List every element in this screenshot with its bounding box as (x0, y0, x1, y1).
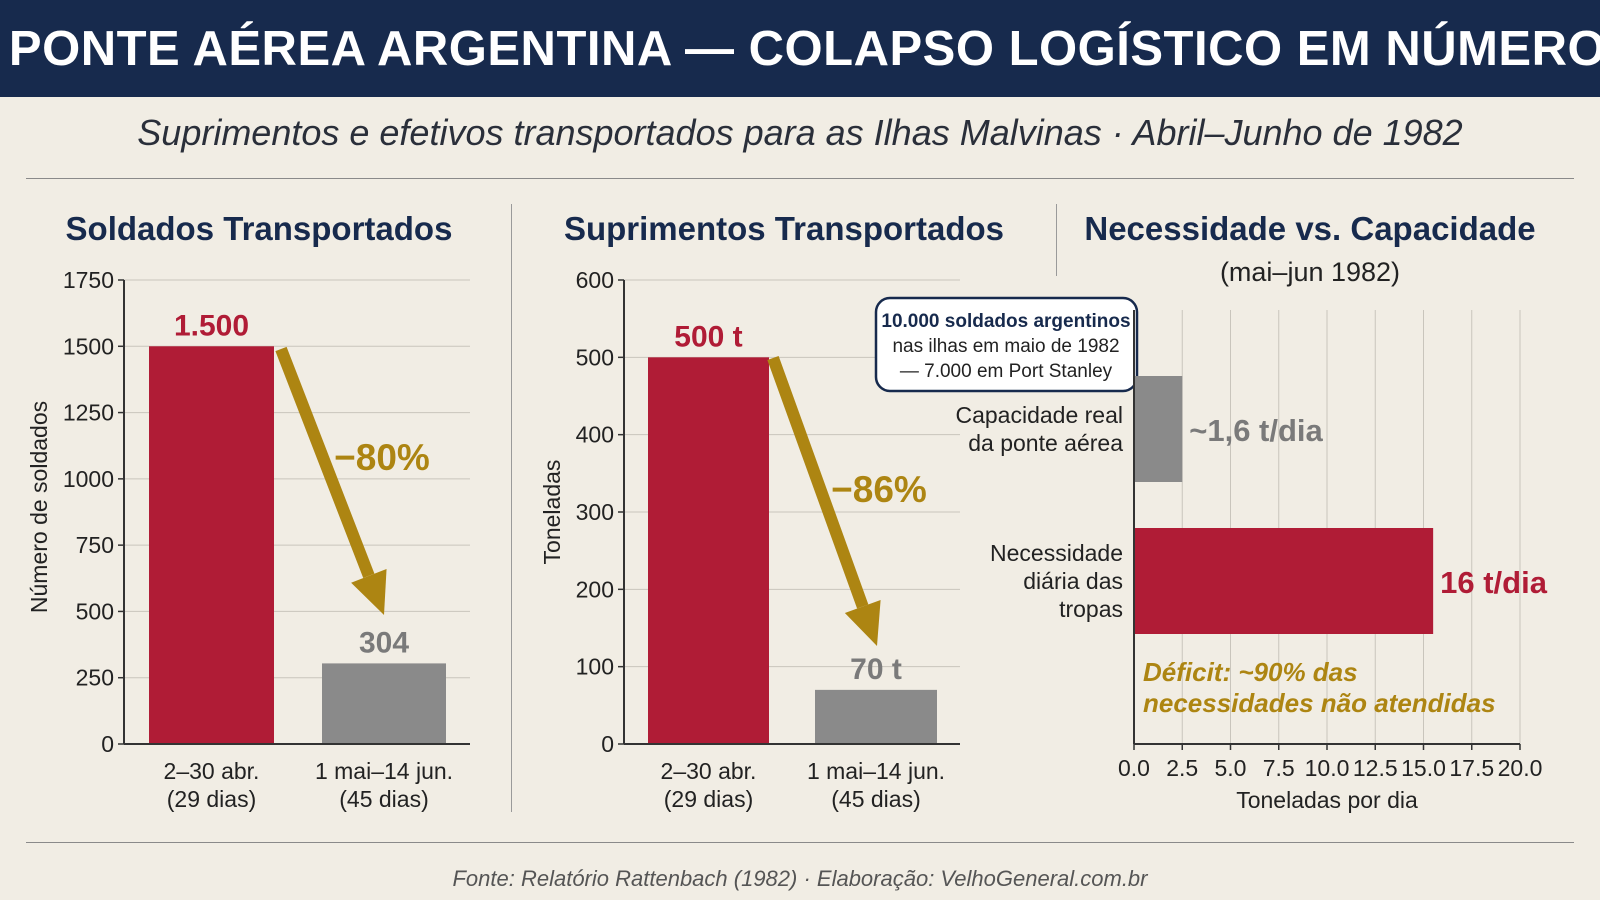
category-label: tropas (1059, 596, 1123, 622)
data-label: 70 t (850, 653, 902, 686)
y-tick-label: 300 (576, 499, 614, 525)
y-tick-label: 0 (101, 731, 114, 757)
trend-arrow-head (351, 568, 387, 615)
x-tick-label: 1 mai–14 jun. (807, 758, 945, 784)
x-tick-label: 0.0 (1118, 755, 1150, 781)
trend-arrow-shaft (767, 355, 869, 609)
bottom-divider (26, 842, 1574, 843)
y-tick-label: 1500 (63, 333, 114, 359)
x-tick-label: 10.0 (1305, 755, 1350, 781)
bar (815, 689, 937, 744)
x-tick-label: 1 mai–14 jun. (315, 758, 453, 784)
y-axis-title: Toneladas (539, 460, 565, 565)
x-tick-label: 2.5 (1166, 755, 1198, 781)
data-label: 16 t/dia (1440, 565, 1548, 600)
bar (648, 357, 769, 744)
x-tick-label: (29 dias) (167, 786, 256, 812)
x-axis-title: Toneladas por dia (1236, 787, 1418, 813)
x-tick-label: 20.0 (1498, 755, 1543, 781)
y-tick-label: 600 (576, 267, 614, 293)
x-tick-label: (45 dias) (339, 786, 428, 812)
data-label: 1.500 (174, 309, 249, 342)
panel-divider-2 (1056, 204, 1057, 276)
x-tick-label: 17.5 (1449, 755, 1494, 781)
bar (149, 346, 274, 744)
y-tick-label: 1000 (63, 466, 114, 492)
header-banner: A PONTE AÉREA ARGENTINA — COLAPSO LOGÍST… (0, 0, 1600, 97)
bar (1134, 376, 1183, 482)
trend-arrow-head (844, 600, 881, 646)
bar (322, 663, 446, 744)
percent-change-label: −80% (334, 437, 430, 478)
chart-subtitle: (mai–jun 1982) (1220, 257, 1400, 287)
y-tick-label: 100 (576, 654, 614, 680)
y-axis-title: Número de soldados (26, 401, 52, 613)
bar (1134, 528, 1434, 634)
y-tick-label: 200 (576, 576, 614, 602)
top-divider (26, 178, 1574, 179)
x-tick-label: 15.0 (1401, 755, 1446, 781)
percent-change-label: −86% (831, 469, 927, 510)
deficit-note: necessidades não atendidas (1143, 688, 1496, 718)
source-note: Fonte: Relatório Rattenbach (1982) · Ela… (452, 866, 1148, 891)
category-label: Capacidade real (955, 402, 1123, 428)
annotation-text: 10.000 soldados argentinos (881, 311, 1130, 332)
x-tick-label: 12.5 (1353, 755, 1398, 781)
y-tick-label: 250 (76, 665, 114, 691)
x-tick-label: 7.5 (1263, 755, 1295, 781)
chart-title: Necessidade vs. Capacidade (1084, 210, 1535, 247)
annotation-text: — 7.000 em Port Stanley (900, 361, 1113, 382)
x-tick-label: (45 dias) (831, 786, 920, 812)
annotation-text: nas ilhas em maio de 1982 (892, 336, 1119, 357)
category-label: diária das (1023, 568, 1123, 594)
data-label: 500 t (674, 320, 742, 353)
x-tick-label: 2–30 abr. (661, 758, 757, 784)
y-tick-label: 0 (601, 731, 614, 757)
y-tick-label: 750 (76, 532, 114, 558)
y-tick-label: 500 (576, 344, 614, 370)
y-tick-label: 1250 (63, 400, 114, 426)
trend-arrow-shaft (275, 346, 375, 579)
category-label: da ponte aérea (968, 430, 1123, 456)
chart-title: Suprimentos Transportados (564, 210, 1004, 247)
y-tick-label: 400 (576, 422, 614, 448)
page-subtitle: Suprimentos e efetivos transportados par… (137, 112, 1463, 153)
category-label: Necessidade (990, 540, 1123, 566)
panel-divider-1 (511, 204, 512, 812)
y-tick-label: 500 (76, 598, 114, 624)
deficit-note: Déficit: ~90% das (1143, 657, 1358, 687)
x-tick-label: 5.0 (1215, 755, 1247, 781)
data-label: 304 (359, 626, 409, 659)
x-tick-label: 2–30 abr. (164, 758, 260, 784)
x-tick-label: (29 dias) (664, 786, 753, 812)
chart-title: Soldados Transportados (66, 210, 453, 247)
annotation-box (874, 296, 1139, 393)
data-label: ~1,6 t/dia (1189, 413, 1323, 448)
page-title: A PONTE AÉREA ARGENTINA — COLAPSO LOGÍST… (0, 21, 1600, 76)
y-tick-label: 1750 (63, 267, 114, 293)
